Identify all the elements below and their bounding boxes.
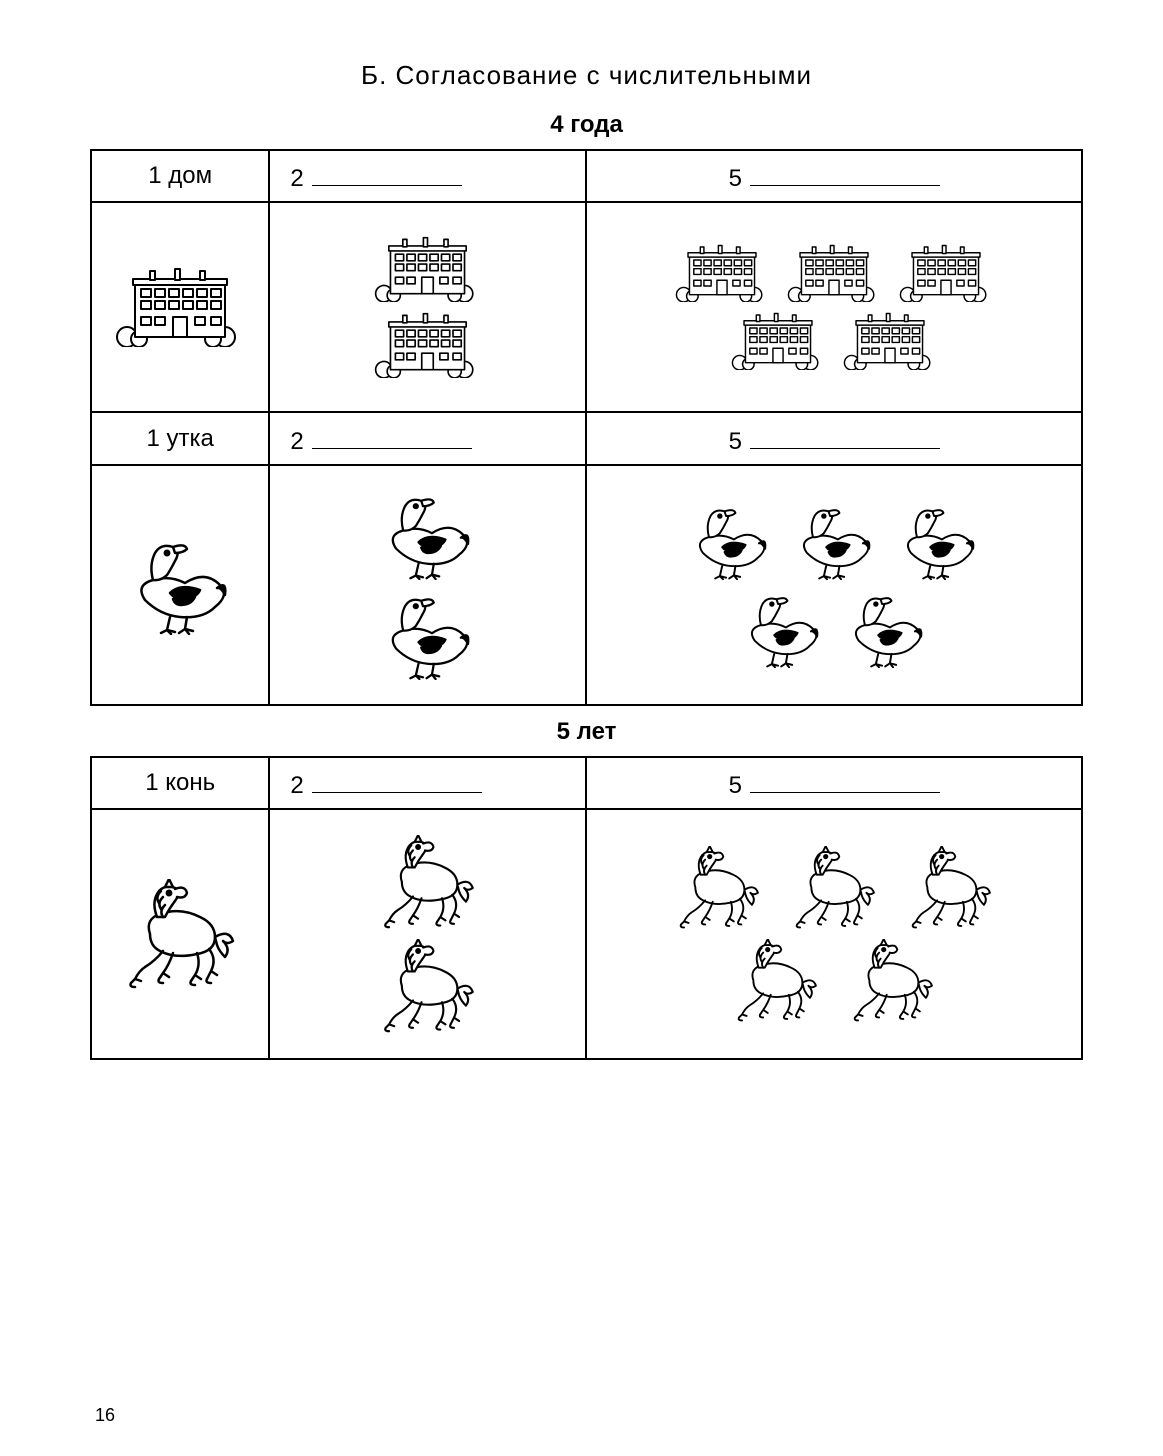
image-cell — [586, 202, 1082, 412]
house-icon — [115, 267, 245, 347]
worksheet-table-1: 1 дом 2 5 — [90, 149, 1083, 706]
duck-icon — [687, 502, 773, 580]
label-text: 1 конь — [145, 769, 215, 796]
house-icon — [899, 244, 993, 302]
horse-icon — [901, 846, 999, 929]
image-cell — [91, 465, 269, 705]
image-cell — [269, 809, 586, 1059]
worksheet-table-2: 1 конь 2 5 — [90, 756, 1083, 1060]
label-cell: 1 дом — [91, 150, 269, 202]
label-number: 2 — [290, 772, 303, 800]
house-icon — [675, 244, 769, 302]
horse-icon — [669, 846, 767, 929]
horse-icon — [843, 939, 941, 1022]
image-cell — [269, 202, 586, 412]
horse-icon — [372, 939, 483, 1033]
image-cell — [586, 809, 1082, 1059]
label-cell: 1 утка — [91, 412, 269, 464]
horse-icon — [115, 879, 245, 989]
blank-line[interactable] — [750, 766, 940, 793]
label-number: 5 — [729, 772, 742, 800]
label-number: 5 — [729, 165, 742, 193]
blank-line[interactable] — [312, 766, 482, 793]
duck-icon — [378, 490, 477, 580]
age-heading-2: 5 лет — [90, 718, 1083, 746]
house-icon — [374, 236, 481, 302]
blank-line[interactable] — [750, 421, 940, 448]
blank-line[interactable] — [750, 159, 940, 186]
image-cell — [586, 465, 1082, 705]
blank-line[interactable] — [312, 159, 462, 186]
table-row — [91, 465, 1082, 705]
label-number: 5 — [729, 428, 742, 456]
label-cell: 2 — [269, 412, 586, 464]
table-row — [91, 809, 1082, 1059]
label-text: 1 утка — [146, 425, 213, 452]
label-cell: 2 — [269, 757, 586, 809]
duck-icon — [895, 502, 981, 580]
duck-icon — [791, 502, 877, 580]
house-icon — [843, 312, 937, 370]
table-row — [91, 202, 1082, 412]
label-number: 2 — [290, 428, 303, 456]
label-cell: 5 — [586, 757, 1082, 809]
house-icon — [787, 244, 881, 302]
label-cell: 2 — [269, 150, 586, 202]
duck-icon — [739, 590, 825, 668]
horse-icon — [727, 939, 825, 1022]
house-icon — [731, 312, 825, 370]
page-number: 16 — [95, 1405, 115, 1426]
table-row: 1 дом 2 5 — [91, 150, 1082, 202]
label-text: 1 дом — [148, 162, 212, 189]
age-heading-1: 4 года — [90, 111, 1083, 139]
image-cell — [269, 465, 586, 705]
house-icon — [374, 312, 481, 378]
label-number: 2 — [290, 165, 303, 193]
image-cell — [91, 202, 269, 412]
label-cell: 5 — [586, 150, 1082, 202]
horse-icon — [372, 835, 483, 929]
section-title: Б. Согласование с числительными — [90, 60, 1083, 91]
label-cell: 5 — [586, 412, 1082, 464]
table-row: 1 утка 2 5 — [91, 412, 1082, 464]
worksheet-page: Б. Согласование с числительными 4 года 1… — [0, 0, 1163, 1456]
duck-icon — [843, 590, 929, 668]
table-row: 1 конь 2 5 — [91, 757, 1082, 809]
image-cell — [91, 809, 269, 1059]
horse-icon — [785, 846, 883, 929]
duck-icon — [378, 590, 477, 680]
label-cell: 1 конь — [91, 757, 269, 809]
blank-line[interactable] — [312, 421, 472, 448]
duck-icon — [125, 535, 235, 635]
